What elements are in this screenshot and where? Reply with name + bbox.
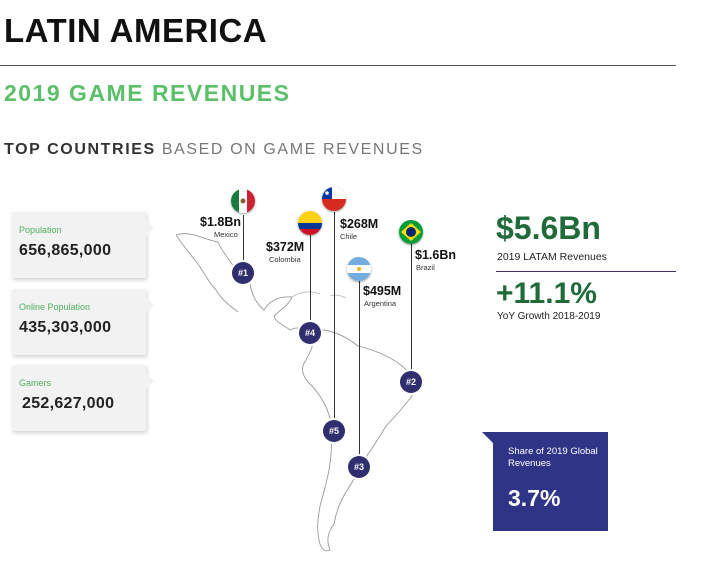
colombia-flag-icon bbox=[298, 211, 322, 235]
stat-label: Population bbox=[19, 225, 62, 235]
country-amount-colombia: $372M bbox=[266, 240, 305, 254]
stat-card-gamers: Gamers 252,627,000 bbox=[12, 365, 154, 431]
share-box-tab bbox=[482, 432, 494, 444]
country-name-chile: Chile bbox=[340, 232, 358, 241]
country-amount-chile: $268M bbox=[340, 217, 379, 231]
title-divider bbox=[0, 65, 676, 66]
stat-value: 252,627,000 bbox=[22, 395, 115, 412]
section-heading-bold: TOP COUNTRIES bbox=[4, 141, 156, 158]
pin-line-chile bbox=[334, 212, 336, 422]
stat-card-population: Population 656,865,000 bbox=[12, 212, 154, 278]
country-name-brazil: Brazil bbox=[416, 263, 435, 272]
rank-marker-mexico: #1 bbox=[232, 262, 254, 284]
total-revenue-value: $5.6Bn bbox=[496, 210, 601, 246]
page-title: LATIN AMERICA bbox=[4, 12, 268, 49]
rank-marker-colombia: #4 bbox=[299, 322, 321, 344]
global-share-label: Share of 2019 Global Revenues bbox=[508, 446, 598, 469]
latin-america-map bbox=[175, 233, 414, 552]
country-amount-argentina: $495M bbox=[363, 284, 402, 298]
rank-marker-brazil: #2 bbox=[400, 371, 422, 393]
pin-line-brazil bbox=[411, 243, 413, 373]
global-share-value: 3.7% bbox=[508, 485, 561, 511]
stat-value: 656,865,000 bbox=[19, 242, 112, 259]
total-revenue-label: 2019 LATAM Revenues bbox=[497, 251, 607, 263]
country-amount-brazil: $1.6Bn bbox=[415, 248, 456, 262]
section-heading-rest: BASED ON GAME REVENUES bbox=[161, 141, 424, 158]
stat-label: Online Population bbox=[19, 302, 91, 312]
pin-line-mexico bbox=[243, 215, 245, 269]
country-name-colombia: Colombia bbox=[269, 255, 301, 264]
country-name-argentina: Argentina bbox=[364, 299, 397, 308]
page-subtitle: 2019 GAME REVENUES bbox=[4, 80, 291, 106]
chile-flag-icon bbox=[322, 187, 346, 211]
argentina-flag-icon bbox=[347, 257, 371, 281]
growth-label: YoY Growth 2018-2019 bbox=[497, 311, 601, 322]
pin-line-colombia bbox=[310, 234, 312, 326]
stat-label: Gamers bbox=[19, 378, 52, 388]
section-heading: TOP COUNTRIES BASED ON GAME REVENUES bbox=[4, 141, 424, 159]
pin-line-argentina bbox=[359, 280, 361, 455]
rank-marker-argentina: #3 bbox=[348, 456, 370, 478]
brazil-flag-icon bbox=[399, 220, 423, 244]
growth-value: +11.1% bbox=[496, 277, 597, 310]
stat-value: 435,303,000 bbox=[19, 319, 112, 336]
mexico-flag-icon bbox=[231, 189, 255, 213]
country-name-mexico: Mexico bbox=[214, 230, 238, 239]
rank-marker-chile: #5 bbox=[323, 420, 345, 442]
global-share-box: Share of 2019 Global Revenues 3.7% bbox=[493, 432, 608, 531]
stat-card-online-population: Online Population 435,303,000 bbox=[12, 289, 154, 355]
country-amount-mexico: $1.8Bn bbox=[200, 215, 241, 229]
summary-divider bbox=[496, 271, 676, 272]
